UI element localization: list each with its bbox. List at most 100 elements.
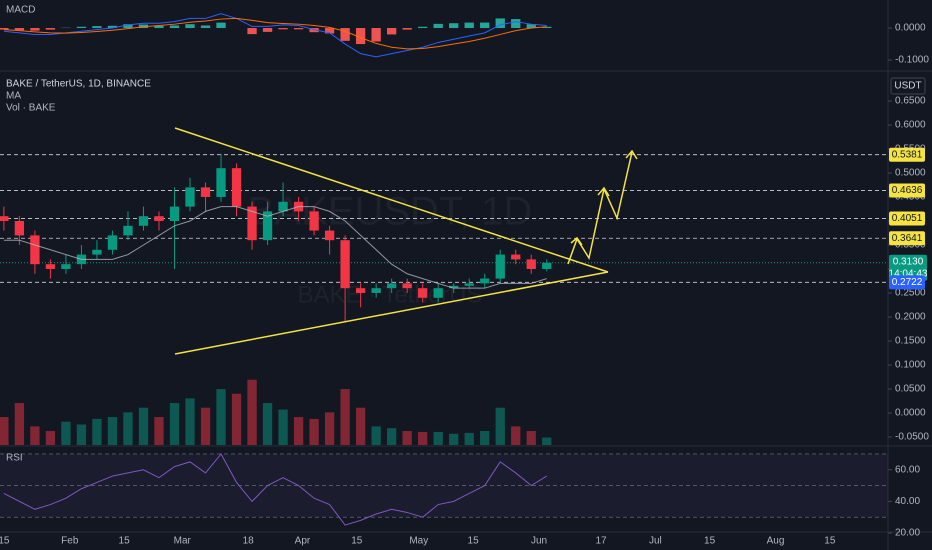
- main-layer: 0.65000.60000.55000.50000.45000.40000.35…: [0, 13, 929, 539]
- front-layer: MACD BAKE / TetherUS, 1D, BINANCE MA Vol…: [0, 5, 928, 547]
- x-tick-label: 18: [243, 536, 255, 547]
- histogram-bar: [480, 22, 490, 29]
- level-box: [889, 183, 925, 198]
- volume-bar: [526, 431, 536, 445]
- x-tick-label: 15: [824, 536, 836, 547]
- volume-bar: [185, 398, 195, 445]
- y-tick-label: 0.1500: [895, 336, 926, 347]
- candle-body: [309, 211, 319, 231]
- candle-body: [30, 235, 40, 265]
- rsi-line: [3, 453, 548, 526]
- x-tick-label: Jun: [531, 536, 547, 547]
- volume-bar: [138, 407, 149, 445]
- volume-bar: [371, 426, 381, 445]
- histogram-bar: [464, 22, 474, 29]
- level-box: [889, 211, 925, 226]
- volume-bar: [76, 424, 87, 445]
- candle-body: [123, 225, 133, 236]
- volume-bar: [340, 389, 350, 445]
- candle-body: [402, 283, 412, 289]
- level-label: 0.3641: [892, 233, 923, 244]
- volume-bar: [449, 433, 459, 445]
- volume-bar: [200, 407, 211, 445]
- volume-bar: [464, 432, 474, 445]
- histogram-bar: [247, 28, 257, 35]
- level-box: [889, 231, 925, 246]
- volume-bar: [433, 431, 443, 445]
- candle-body: [511, 254, 521, 260]
- histogram-bar: [449, 23, 459, 29]
- volume-bar: [511, 426, 521, 445]
- histogram-bar: [154, 25, 164, 29]
- y-tick-label: 0.6000: [895, 120, 926, 131]
- volume-bar: [154, 417, 164, 445]
- histogram-bar: [433, 23, 443, 29]
- macd-title: MACD: [6, 5, 35, 16]
- histogram-bar: [542, 26, 552, 29]
- y-tick-label: 0.2000: [895, 312, 926, 323]
- candle-body: [542, 262, 552, 269]
- level-label: 0.4636: [892, 185, 923, 196]
- volume-bar: [542, 437, 552, 445]
- last-price-box: [889, 254, 927, 281]
- arrow-head: [570, 236, 583, 246]
- volume-bar: [480, 431, 490, 445]
- volume-bar: [355, 407, 366, 445]
- macd-line: [3, 13, 547, 58]
- histogram-bar: [92, 26, 102, 29]
- histogram-bar: [418, 26, 428, 29]
- candle-body: [45, 264, 56, 269]
- volume-bar: [14, 403, 25, 445]
- volume-bar: [278, 409, 288, 445]
- histogram-bar: [200, 25, 211, 29]
- candle-body: [418, 288, 428, 298]
- histogram-bar: [278, 28, 288, 30]
- candle-body: [0, 216, 9, 221]
- level-label: 0.5381: [892, 149, 923, 160]
- volume-bar: [0, 417, 9, 445]
- histogram-bar: [511, 19, 521, 29]
- volume-bar: [123, 412, 133, 445]
- volume-bar: [386, 428, 397, 445]
- volume-bar: [231, 393, 242, 445]
- y-tick-label: 0.6500: [895, 96, 926, 107]
- indicator-label: MA: [6, 91, 21, 102]
- x-tick-label: 17: [595, 536, 607, 547]
- histogram-bar: [340, 28, 350, 41]
- x-tick-label: 15: [351, 536, 363, 547]
- x-tick-label: Jul: [649, 536, 662, 547]
- volume-bar: [495, 407, 505, 445]
- candle-body: [138, 216, 149, 226]
- x-tick-label: May: [409, 536, 428, 547]
- projection-path: [567, 151, 633, 265]
- volume-bar: [45, 431, 56, 445]
- x-tick-label: Feb: [61, 536, 79, 547]
- x-tick-label: 15: [119, 536, 131, 547]
- candle-body: [169, 206, 180, 221]
- candle-body: [355, 288, 366, 293]
- y-tick-label: -0.0500: [895, 432, 929, 443]
- x-tick-label: Apr: [295, 536, 311, 547]
- y-tick-label: 0.2500: [895, 288, 926, 299]
- volume-bar: [216, 389, 226, 445]
- histogram-bar: [355, 28, 366, 45]
- histogram-bar: [293, 28, 304, 30]
- volume-bar: [61, 421, 71, 445]
- y-tick-label: 0.1000: [895, 360, 926, 371]
- histogram-bar: [123, 24, 133, 29]
- y-tick-label: 0.0000: [895, 408, 926, 419]
- x-tick-label: 15: [468, 536, 480, 547]
- histogram-bar: [386, 28, 397, 35]
- level-box: [889, 147, 925, 162]
- candle-body: [526, 259, 536, 269]
- arrow-head: [625, 149, 638, 160]
- chart-title: BAKE / TetherUS, 1D, BINANCE: [6, 79, 151, 90]
- candle-body: [92, 249, 102, 255]
- histogram-bar: [262, 28, 273, 32]
- y-tick-label: 0.0500: [895, 384, 926, 395]
- volume-bar: [418, 431, 428, 445]
- candle-body: [200, 187, 211, 197]
- candle-body: [324, 230, 335, 241]
